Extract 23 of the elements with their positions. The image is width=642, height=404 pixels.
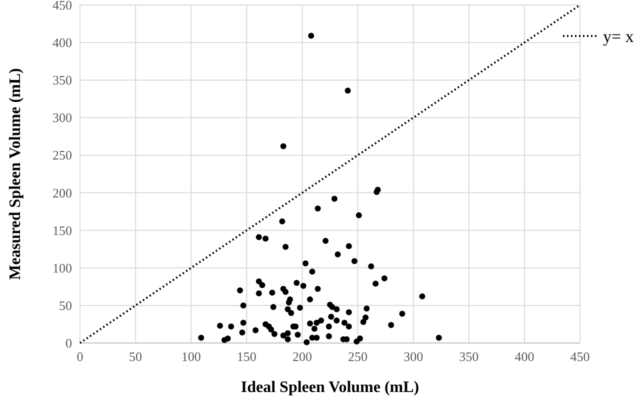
x-tick-label: 450 [570, 349, 590, 364]
x-tick-label: 0 [76, 349, 84, 364]
y-axis-title: Measured Spleen Volume (mL) [7, 68, 24, 280]
legend-label: y= x [603, 27, 634, 46]
x-tick-label: 300 [404, 349, 424, 364]
y-tick-label: 300 [52, 110, 72, 126]
y-tick-label: 0 [66, 336, 72, 350]
x-tick-label: 50 [129, 349, 142, 364]
y-tick-label: 50 [59, 298, 72, 313]
x-tick-label: 150 [236, 349, 256, 364]
y-tick-label: 200 [52, 185, 72, 200]
x-tick-label: 350 [459, 349, 479, 364]
y-tick-label: 100 [52, 260, 72, 276]
y-tick-label: 450 [52, 0, 72, 12]
x-tick-label: 400 [514, 349, 534, 364]
y-tick-label: 250 [52, 148, 72, 163]
x-axis-title: Ideal Spleen Volume (mL) [240, 379, 420, 396]
y-tick-label: 150 [52, 222, 72, 238]
x-tick-label: 200 [292, 349, 312, 364]
x-tick-label: 250 [348, 349, 368, 364]
y-tick-label: 400 [52, 35, 72, 50]
x-tick-label: 100 [181, 349, 201, 364]
y-tick-label: 350 [52, 72, 72, 88]
